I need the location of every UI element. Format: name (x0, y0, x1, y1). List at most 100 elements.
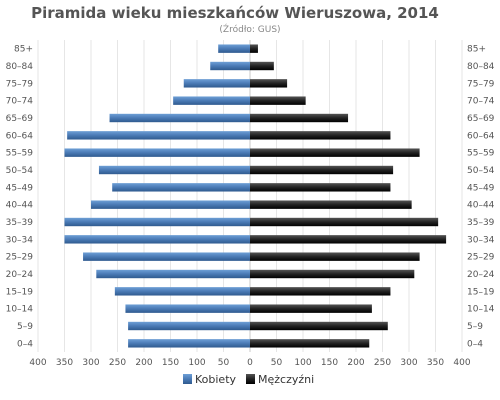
x-tick-label: 350 (427, 358, 444, 368)
bar-kobiety (67, 131, 251, 140)
age-label-left: 60–64 (6, 131, 34, 141)
age-label-right: 65–69 (467, 114, 495, 124)
x-tick-label: 100 (188, 358, 205, 368)
age-label-left: 80–84 (6, 62, 34, 72)
bar-kobiety (218, 44, 250, 53)
bar-mezczyzni (250, 44, 258, 53)
bar-mezczyzni (250, 148, 420, 157)
bar-mezczyzni (250, 131, 391, 140)
bar-mezczyzni (250, 61, 274, 71)
bar-mezczyzni (250, 96, 306, 105)
x-tick-label: 200 (347, 358, 364, 368)
x-tick-label: 200 (135, 358, 152, 368)
age-label-left: 30–34 (6, 235, 34, 245)
bar-kobiety (83, 252, 250, 261)
age-labels-right: 85+ 80–84 75–79 70–74 65–69 60–64 55–59 50–54 45… (467, 45, 495, 350)
bar-kobiety (64, 217, 250, 227)
age-label-left: 10–14 (6, 305, 34, 315)
age-label-right: 85+ (467, 45, 486, 55)
age-label-right: 10–14 (467, 305, 495, 315)
age-label-right: 5–9 (467, 322, 483, 332)
bar-kobiety (112, 183, 250, 192)
age-label-left: 75–79 (6, 79, 34, 89)
age-label-right: 20–24 (467, 270, 495, 280)
age-label-left: 45–49 (6, 183, 34, 193)
age-label-right: 50–54 (467, 166, 495, 176)
age-label-left: 20–24 (6, 270, 34, 280)
legend-label-mezczyzni: Mężczyźni (258, 373, 314, 386)
bar-kobiety (64, 235, 250, 244)
bar-kobiety (128, 321, 250, 331)
age-label-left: 70–74 (6, 97, 34, 107)
age-label-right: 40–44 (467, 201, 495, 211)
age-label-left: 15–19 (6, 287, 34, 297)
bar-mezczyzni (250, 287, 391, 296)
chart-subtitle: (Źródło: GUS) (219, 23, 280, 35)
legend-label-kobiety: Kobiety (195, 373, 237, 386)
bar-mezczyzni (250, 235, 447, 244)
bar-mezczyzni (250, 321, 388, 331)
age-label-right: 45–49 (467, 183, 495, 193)
legend-swatch-kobiety (183, 374, 192, 384)
bar-mezczyzni (250, 252, 420, 261)
x-tick-label: 50 (271, 358, 283, 368)
age-label-right: 35–39 (467, 218, 495, 228)
x-tick-label: 50 (218, 358, 230, 368)
x-axis-ticks: 400 350 300 250 200 150 100 50 0 50 100 150 200 250 30… (29, 358, 470, 368)
x-tick-label: 250 (109, 358, 126, 368)
age-label-left: 25–29 (6, 253, 34, 263)
age-label-right: 80–84 (467, 62, 495, 72)
age-label-right: 30–34 (467, 235, 495, 245)
age-label-left: 40–44 (6, 201, 34, 211)
bar-mezczyzni (250, 113, 349, 123)
bar-kobiety (173, 96, 250, 105)
age-label-right: 75–79 (467, 79, 495, 89)
age-label-right: 25–29 (467, 253, 495, 263)
age-label-right: 60–64 (467, 131, 495, 141)
x-tick-label: 400 (29, 358, 46, 368)
legend: Kobiety Mężczyźni (183, 373, 314, 386)
chart-title: Piramida wieku mieszkańców Wieruszowa, 2… (31, 4, 439, 22)
bar-kobiety (183, 79, 250, 88)
bar-mezczyzni (250, 339, 370, 348)
bar-mezczyzni (250, 304, 372, 313)
age-label-right: 55–59 (467, 149, 495, 159)
x-tick-label: 300 (400, 358, 417, 368)
bar-mezczyzni (250, 79, 288, 88)
x-tick-label: 150 (162, 358, 179, 368)
bar-kobiety (128, 339, 250, 348)
age-labels-left: 85+ 80–84 75–79 70–74 65–69 60–64 55–59 50–54 45… (6, 45, 34, 350)
age-label-left: 85+ (14, 45, 33, 55)
bar-mezczyzni (250, 269, 415, 279)
bar-mezczyzni (250, 200, 412, 209)
bar-mezczyzni (250, 217, 439, 227)
age-label-left: 35–39 (6, 218, 34, 228)
bar-mezczyzni (250, 183, 391, 192)
bar-kobiety (109, 113, 250, 123)
x-tick-label: 250 (374, 358, 391, 368)
bar-kobiety (98, 165, 250, 175)
x-tick-label: 100 (294, 358, 311, 368)
bar-kobiety (125, 304, 250, 313)
bar-kobiety (96, 269, 250, 279)
x-tick-label: 300 (82, 358, 99, 368)
x-tick-label: 400 (453, 358, 470, 368)
age-label-left: 0–4 (17, 339, 33, 349)
bar-kobiety (64, 148, 250, 157)
age-label-left: 55–59 (6, 149, 34, 159)
x-tick-label: 0 (247, 358, 253, 368)
bar-kobiety (114, 287, 250, 296)
bar-kobiety (210, 61, 250, 71)
age-label-right: 70–74 (467, 97, 495, 107)
legend-swatch-mezczyzni (246, 374, 255, 384)
x-tick-label: 350 (56, 358, 73, 368)
x-tick-label: 150 (321, 358, 338, 368)
age-label-right: 15–19 (467, 287, 495, 297)
bar-mezczyzni (250, 165, 394, 175)
age-label-left: 65–69 (6, 114, 34, 124)
bars-layer (64, 44, 447, 348)
age-label-left: 5–9 (17, 322, 33, 332)
age-label-left: 50–54 (6, 166, 34, 176)
bar-kobiety (91, 200, 250, 209)
